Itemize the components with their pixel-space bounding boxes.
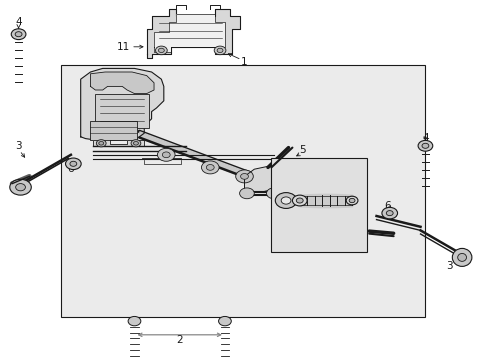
- Text: 4: 4: [421, 133, 428, 143]
- Circle shape: [11, 29, 26, 40]
- Circle shape: [99, 141, 103, 145]
- Text: 10: 10: [273, 197, 285, 207]
- Text: 7: 7: [303, 244, 309, 254]
- Circle shape: [421, 143, 428, 148]
- Text: 9: 9: [327, 181, 334, 191]
- Bar: [271, 158, 366, 252]
- Circle shape: [218, 316, 231, 326]
- Circle shape: [240, 174, 248, 179]
- Circle shape: [239, 188, 254, 199]
- Circle shape: [96, 140, 106, 147]
- Text: 6: 6: [384, 201, 390, 211]
- Ellipse shape: [457, 253, 466, 261]
- Text: 8: 8: [297, 178, 304, 188]
- Circle shape: [275, 193, 296, 208]
- Circle shape: [266, 188, 281, 199]
- Circle shape: [381, 207, 397, 219]
- Bar: [90, 121, 137, 140]
- Circle shape: [70, 161, 77, 166]
- Text: 3: 3: [15, 141, 22, 151]
- Circle shape: [281, 197, 290, 204]
- Circle shape: [155, 46, 167, 55]
- Polygon shape: [93, 140, 144, 146]
- Circle shape: [201, 161, 219, 174]
- Circle shape: [235, 170, 253, 183]
- Circle shape: [158, 48, 164, 53]
- Text: 5: 5: [299, 145, 305, 155]
- Bar: [61, 65, 425, 317]
- Text: 6: 6: [67, 164, 74, 174]
- Polygon shape: [146, 9, 239, 58]
- Circle shape: [348, 198, 354, 203]
- Ellipse shape: [451, 248, 471, 266]
- Polygon shape: [81, 68, 163, 140]
- Circle shape: [214, 46, 225, 55]
- Circle shape: [15, 32, 22, 37]
- Circle shape: [292, 195, 306, 206]
- Text: 11: 11: [116, 42, 130, 52]
- Bar: [95, 94, 149, 128]
- Circle shape: [346, 196, 357, 205]
- Circle shape: [128, 316, 141, 326]
- Text: 3: 3: [446, 261, 452, 271]
- Circle shape: [206, 165, 214, 170]
- Circle shape: [217, 48, 223, 53]
- Circle shape: [296, 198, 303, 203]
- Circle shape: [162, 152, 170, 158]
- Circle shape: [16, 184, 25, 191]
- Circle shape: [386, 211, 392, 216]
- Text: 4: 4: [15, 17, 22, 27]
- Circle shape: [10, 179, 31, 195]
- Polygon shape: [244, 166, 288, 193]
- Circle shape: [157, 148, 175, 161]
- Polygon shape: [154, 14, 224, 52]
- Circle shape: [131, 140, 141, 147]
- Circle shape: [65, 158, 81, 170]
- Circle shape: [417, 140, 432, 151]
- Polygon shape: [90, 72, 154, 94]
- Circle shape: [133, 141, 138, 145]
- Text: 2: 2: [176, 335, 183, 345]
- Text: 1: 1: [241, 57, 247, 67]
